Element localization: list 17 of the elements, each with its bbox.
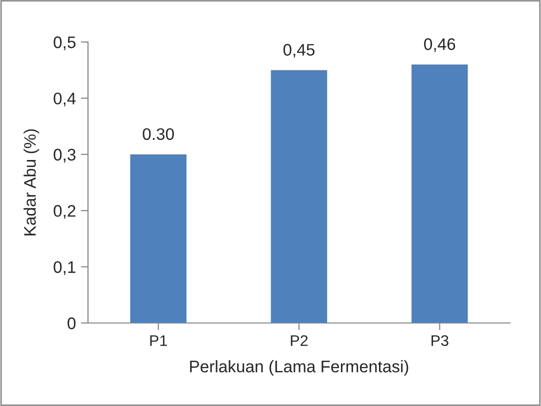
x-tick-label: P2 — [290, 335, 308, 346]
y-tick-label: 0,2 — [54, 205, 76, 219]
y-tick-label: 0,1 — [54, 261, 76, 275]
y-tick-label: 0,4 — [54, 92, 76, 106]
bar — [270, 70, 328, 323]
y-tick-label: 0,5 — [54, 36, 76, 50]
y-tick-label: 0,3 — [54, 148, 76, 163]
y-axis-title: Kadar Abu (%) — [24, 129, 40, 236]
y-tick-label: 0 — [68, 317, 76, 330]
data-label: 0,46 — [424, 38, 456, 52]
data-label: 0.30 — [142, 128, 174, 140]
x-axis-title: Perlakuan (Lama Fermentasi) — [190, 360, 408, 376]
data-label: 0,45 — [283, 44, 315, 58]
x-tick-label: P3 — [432, 335, 448, 346]
bar — [130, 154, 186, 323]
bar — [412, 64, 468, 323]
x-tick-label: P1 — [150, 335, 167, 346]
